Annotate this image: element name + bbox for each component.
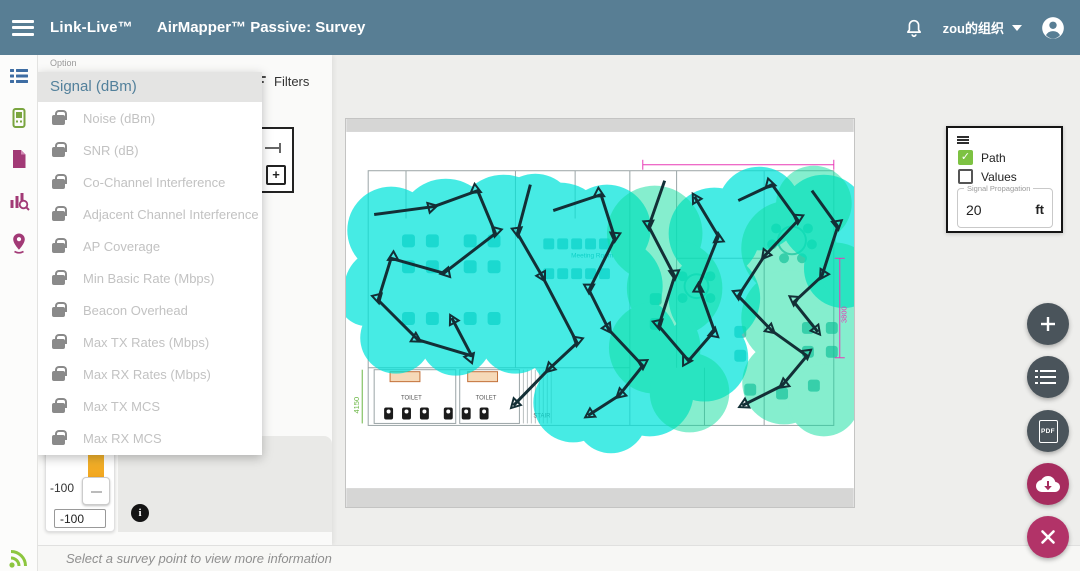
metric-option-locked[interactable]: Max TX Rates (Mbps)	[38, 326, 262, 358]
metric-option-locked[interactable]: AP Coverage	[38, 230, 262, 262]
metric-option-locked[interactable]: Min Basic Rate (Mbps)	[38, 262, 262, 294]
checkbox-checked-icon[interactable]: ✓	[958, 150, 973, 165]
signal-propagation-unit: ft	[1035, 202, 1044, 217]
document-icon[interactable]	[8, 148, 30, 170]
lock-icon	[52, 430, 67, 445]
notifications-bell-icon[interactable]	[903, 17, 925, 39]
location-pin-icon[interactable]	[8, 232, 30, 254]
metric-option-locked[interactable]: Max TX MCS	[38, 390, 262, 422]
metric-option-locked[interactable]: Co-Channel Interference	[38, 166, 262, 198]
lock-icon	[52, 238, 67, 253]
app-bar: Link-Live™ AirMapper™ Passive: Survey zo…	[0, 0, 1080, 55]
add-button[interactable]	[1027, 303, 1069, 345]
account-icon[interactable]	[1040, 15, 1066, 41]
signal-propagation-field[interactable]: Signal Propagation 20 ft	[957, 184, 1053, 228]
survey-path[interactable]	[370, 176, 844, 419]
svg-text:4150: 4150	[352, 397, 361, 414]
menu-icon[interactable]	[12, 19, 34, 36]
close-button[interactable]	[1027, 516, 1069, 558]
scale-slider-handle[interactable]	[82, 477, 110, 505]
download-button[interactable]	[1027, 463, 1069, 505]
cloud-download-icon	[1036, 476, 1060, 492]
survey-heatmap[interactable]: Meeting Room TOILET TOILET ST	[338, 119, 884, 507]
pdf-icon: PDF	[1038, 419, 1058, 443]
lock-icon	[52, 174, 67, 189]
export-pdf-button[interactable]: PDF	[1027, 410, 1069, 452]
plus-icon	[1041, 317, 1055, 331]
list-icon	[1035, 370, 1056, 384]
analysis-chart-icon[interactable]	[8, 190, 30, 212]
status-bar: Select a survey point to view more infor…	[38, 545, 1080, 571]
info-icon[interactable]: i	[131, 504, 149, 522]
filters-button-label: Filters	[274, 74, 310, 89]
metric-option-selected[interactable]: Signal (dBm)	[38, 72, 262, 102]
lock-icon	[52, 334, 67, 349]
values-toggle[interactable]: Values	[958, 169, 1017, 184]
scale-min-input[interactable]	[54, 509, 106, 528]
lock-icon	[52, 302, 67, 317]
org-name: zou的组织	[942, 21, 1004, 36]
lock-icon	[52, 206, 67, 221]
option-field-label: Option	[50, 58, 77, 68]
metric-option-locked[interactable]: Max RX MCS	[38, 422, 262, 454]
legend-menu-icon[interactable]	[957, 136, 969, 144]
page-title: AirMapper™ Passive: Survey	[156, 19, 366, 36]
close-icon	[1041, 530, 1055, 544]
wifi-signal-icon[interactable]	[6, 546, 32, 570]
metric-option-locked[interactable]: SNR (dB)	[38, 134, 262, 166]
chevron-down-icon	[1012, 24, 1022, 31]
metric-option-locked[interactable]: Adjacent Channel Interference	[38, 198, 262, 230]
left-sidebar	[0, 55, 38, 571]
org-selector[interactable]: zou的组织	[943, 18, 1022, 37]
list-view-button[interactable]	[1027, 356, 1069, 398]
lock-icon	[52, 398, 67, 413]
canvas-top-strip[interactable]	[346, 119, 854, 132]
toilet-area: TOILET TOILET	[373, 369, 520, 424]
checkbox-unchecked-icon[interactable]	[958, 169, 973, 184]
brand-logo[interactable]: Link-Live™	[50, 19, 133, 36]
canvas-bottom-strip[interactable]	[346, 488, 854, 507]
lock-icon	[52, 142, 67, 157]
display-options-panel: ✓ Path Values Signal Propagation 20 ft	[946, 126, 1063, 233]
measure-tool-icon[interactable]	[265, 143, 281, 153]
svg-text:TOILET: TOILET	[401, 396, 422, 402]
scale-tick-lower: -100	[50, 481, 75, 495]
status-message: Select a survey point to view more infor…	[66, 551, 332, 566]
floorplan-canvas[interactable]: Meeting Room TOILET TOILET ST	[338, 118, 884, 508]
svg-text:TOILET: TOILET	[476, 396, 497, 402]
metric-option-locked[interactable]: Noise (dBm)	[38, 102, 262, 134]
metric-option-locked[interactable]: Beacon Overhead	[38, 294, 262, 326]
metric-dropdown-menu: Signal (dBm) Noise (dBm) SNR (dB) Co-Cha…	[38, 72, 262, 455]
lock-icon	[52, 366, 67, 381]
svg-text:3800: 3800	[840, 306, 849, 323]
metric-option-locked[interactable]: Max RX Rates (Mbps)	[38, 358, 262, 390]
metric-dropdown-list: Noise (dBm) SNR (dB) Co-Channel Interfer…	[38, 102, 262, 454]
lock-icon	[52, 110, 67, 125]
device-icon[interactable]	[8, 107, 30, 129]
signal-propagation-value[interactable]: 20	[966, 202, 982, 218]
lock-icon	[52, 270, 67, 285]
path-toggle[interactable]: ✓ Path	[958, 150, 1006, 165]
survey-list-icon[interactable]	[8, 65, 30, 87]
zoom-in-button[interactable]: +	[266, 165, 286, 185]
